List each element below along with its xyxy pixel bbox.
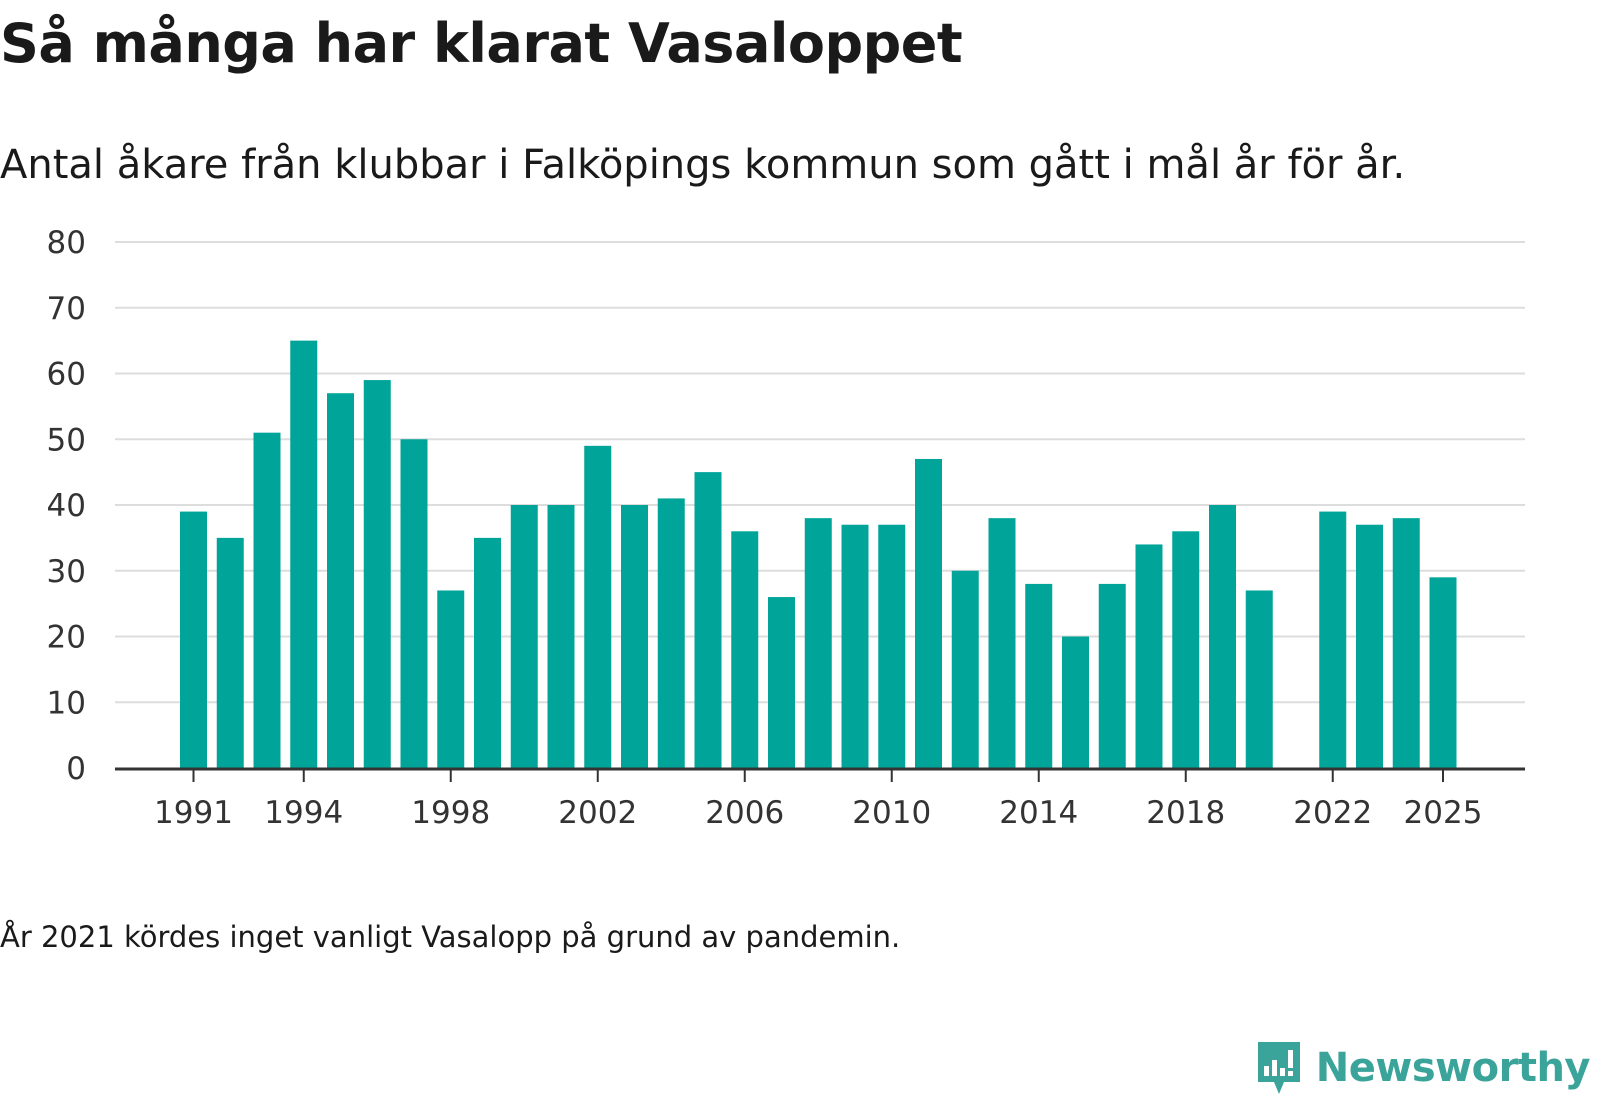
bar-2022[interactable] bbox=[1319, 511, 1347, 768]
bar-2006[interactable] bbox=[731, 531, 759, 768]
bar-2003[interactable] bbox=[621, 505, 648, 768]
bar-2015[interactable] bbox=[1062, 636, 1089, 769]
chart-subtitle: Antal åkare från klubbar i Falköpings ko… bbox=[0, 142, 1406, 188]
y-tick-label: 20 bbox=[47, 620, 86, 656]
bar-2007[interactable] bbox=[768, 597, 795, 768]
x-tick-label: 2006 bbox=[705, 795, 784, 831]
y-tick-label: 0 bbox=[66, 751, 86, 787]
bar-2019[interactable] bbox=[1209, 505, 1236, 768]
bar-2011[interactable] bbox=[915, 458, 942, 768]
y-tick-label: 60 bbox=[47, 357, 86, 393]
bar-2001[interactable] bbox=[547, 505, 575, 768]
bar-2023[interactable] bbox=[1356, 524, 1383, 768]
chart-title: Så många har klarat Vasaloppet bbox=[0, 12, 963, 75]
footnote: År 2021 kördes inget vanligt Vasalopp på… bbox=[0, 920, 901, 954]
bar-2016[interactable] bbox=[1098, 583, 1126, 768]
bar-2002[interactable] bbox=[584, 445, 612, 768]
axes: 0 10 20 30 40 50 60 70 80 1991 1994 1998 2002 2006 201… bbox=[47, 225, 1525, 831]
x-tick-label: 2010 bbox=[852, 795, 931, 831]
bar-1992[interactable] bbox=[216, 537, 244, 768]
x-tick-label: 2025 bbox=[1404, 795, 1483, 831]
bar-2013[interactable] bbox=[988, 518, 1016, 768]
bars bbox=[180, 340, 1457, 769]
bar-1991[interactable] bbox=[180, 511, 207, 768]
y-tick-label: 50 bbox=[47, 422, 86, 458]
y-tick-label: 80 bbox=[47, 225, 86, 261]
newsworthy-logo[interactable]: Newsworthy bbox=[1254, 1038, 1591, 1098]
newsworthy-logo-icon bbox=[1257, 1042, 1300, 1094]
bar-2008[interactable] bbox=[804, 518, 832, 768]
x-tick-label: 2022 bbox=[1293, 795, 1372, 831]
y-tick-label: 30 bbox=[47, 554, 86, 590]
y-tick-label: 70 bbox=[47, 291, 86, 327]
x-tick-label: 2002 bbox=[558, 795, 637, 831]
bar-1997[interactable] bbox=[400, 439, 428, 768]
x-tick-label: 1994 bbox=[264, 795, 343, 831]
x-tick-label: 1991 bbox=[154, 795, 233, 831]
bar-2005[interactable] bbox=[694, 472, 722, 768]
bar-1995[interactable] bbox=[327, 393, 354, 768]
bar-1998[interactable] bbox=[437, 590, 465, 768]
bar-2020[interactable] bbox=[1245, 590, 1273, 768]
y-tick-label: 40 bbox=[47, 488, 86, 524]
logo-text: Newsworthy bbox=[1315, 1045, 1591, 1091]
bar-2024[interactable] bbox=[1392, 518, 1420, 768]
bar-2012[interactable] bbox=[951, 570, 979, 768]
bar-chart: 0 10 20 30 40 50 60 70 80 1991 1994 1998 2002 2006 201… bbox=[47, 225, 1525, 831]
bar-2000[interactable] bbox=[510, 505, 538, 768]
y-tick-label: 10 bbox=[47, 685, 86, 721]
bar-2014[interactable] bbox=[1025, 583, 1053, 768]
x-tick-label: 2018 bbox=[1146, 795, 1225, 831]
bar-2018[interactable] bbox=[1172, 531, 1200, 768]
bar-2010[interactable] bbox=[878, 524, 906, 768]
bar-1993[interactable] bbox=[253, 432, 281, 768]
x-tick-label: 2014 bbox=[999, 795, 1078, 831]
bar-1994[interactable] bbox=[290, 340, 318, 768]
x-tick-label: 1998 bbox=[411, 795, 490, 831]
bar-1996[interactable] bbox=[363, 380, 391, 768]
bar-1999[interactable] bbox=[474, 537, 501, 768]
bar-2004[interactable] bbox=[657, 498, 685, 768]
bar-2009[interactable] bbox=[841, 524, 869, 768]
bar-2017[interactable] bbox=[1135, 544, 1163, 768]
bar-2025[interactable] bbox=[1429, 577, 1457, 768]
